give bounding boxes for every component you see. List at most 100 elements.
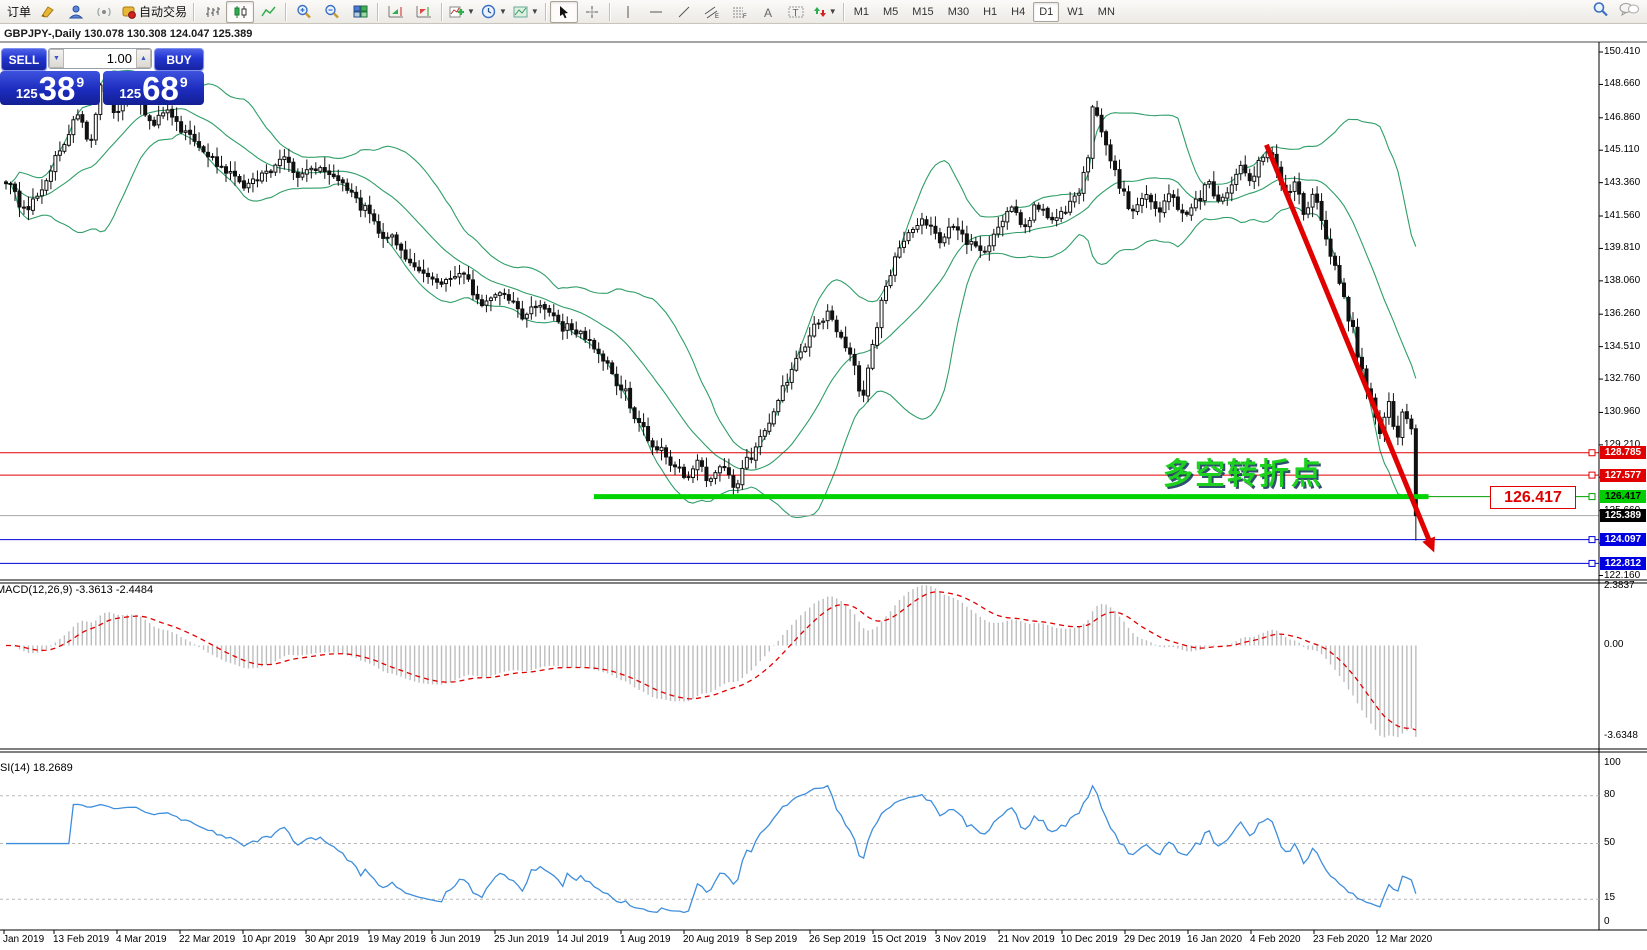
sell-price-display[interactable]: 125 38 9 — [0, 71, 100, 105]
arrows-tool-button[interactable]: ▼ — [810, 1, 840, 23]
toolbar-right-group — [1592, 1, 1639, 22]
macd-scale-label: 2.3837 — [1604, 580, 1635, 591]
chat-icon[interactable] — [1619, 2, 1639, 22]
buy-button[interactable]: BUY — [154, 48, 204, 71]
volume-decrease-button[interactable]: ▼ — [49, 49, 64, 68]
timeframe-button-D1[interactable]: D1 — [1033, 1, 1060, 22]
new-order-button[interactable]: 订单 — [2, 1, 34, 23]
channel-icon: E — [704, 5, 719, 19]
toolbar-separator — [441, 2, 444, 21]
bar-chart-button[interactable] — [198, 1, 226, 23]
date-axis-label: 8 Sep 2019 — [746, 934, 798, 945]
chart-shift-icon — [416, 5, 432, 19]
trend-arrow-head — [1422, 536, 1435, 553]
cursor-tool-button[interactable] — [549, 0, 578, 23]
volume-input[interactable]: 1.00 — [106, 51, 132, 66]
metaeditor-icon — [40, 5, 56, 19]
price-axis-label: 122.160 — [1604, 569, 1641, 581]
price-tag-125.389: 125.389 — [1600, 509, 1646, 523]
toolbar-separator — [608, 2, 611, 21]
volume-increase-button[interactable]: ▲ — [136, 49, 151, 68]
timeframe-button-H1[interactable]: H1 — [983, 5, 998, 18]
price-axis-label: 129.210 — [1604, 438, 1641, 450]
timeframe-button-M30[interactable]: M30 — [947, 5, 970, 18]
sell-button[interactable]: SELL — [1, 48, 47, 71]
price-axis-label: 139.810 — [1604, 242, 1641, 254]
auto-scroll-button[interactable] — [382, 1, 410, 23]
zoom-out-icon — [324, 4, 340, 19]
arrows-icon — [813, 5, 827, 19]
rsi-line — [6, 784, 1417, 914]
periods-button[interactable]: ▼ — [478, 1, 510, 23]
timeframe-button-MN[interactable]: MN — [1097, 5, 1115, 18]
horizontal-line-icon — [649, 5, 663, 19]
trendline-tool-button[interactable] — [670, 1, 698, 23]
rsi-scale-label: 0 — [1604, 916, 1610, 927]
indicators-plus-icon — [449, 5, 465, 19]
svg-text:T: T — [792, 8, 798, 19]
chart-canvas — [0, 41, 1647, 934]
crosshair-icon — [585, 5, 599, 19]
rsi-scale-label: 100 — [1604, 757, 1621, 768]
volume-control: ▼ 1.00 ▲ — [48, 48, 152, 69]
toolbar-separator — [285, 2, 288, 21]
price-axis-label: 136.260 — [1604, 308, 1641, 320]
buy-price-sup: 9 — [179, 74, 188, 90]
price-axis-label: 141.560 — [1604, 209, 1641, 221]
macd-indicator-label: MACD(12,26,9) -3.3613 -2.4484 — [0, 584, 154, 596]
date-axis-label: 14 Jul 2019 — [557, 934, 609, 945]
chart-annotation-text[interactable]: 多空转折点 — [1163, 458, 1323, 491]
timeframe-button-W1[interactable]: W1 — [1067, 5, 1084, 18]
timeframe-button-M1[interactable]: M1 — [853, 5, 869, 18]
zoom-in-button[interactable] — [290, 1, 318, 23]
date-axis-label: Jan 2019 — [3, 934, 45, 945]
svg-text:F: F — [743, 14, 747, 19]
date-axis-label: 23 Feb 2020 — [1313, 934, 1370, 945]
trendline-icon — [677, 5, 691, 19]
indicators-button[interactable]: ▼ — [446, 1, 478, 23]
horizontal-line-tool-button[interactable] — [642, 1, 670, 23]
search-icon[interactable] — [1592, 1, 1609, 22]
vertical-line-tool-button[interactable] — [614, 1, 642, 23]
support-price-callout[interactable]: 126.417 — [1490, 486, 1576, 509]
timeframe-button-H4[interactable]: H4 — [1011, 5, 1026, 18]
price-axis-label: 145.110 — [1604, 144, 1640, 156]
autotrading-button[interactable]: 自动交易 — [118, 1, 190, 23]
date-axis-label: 4 Feb 2020 — [1250, 934, 1301, 945]
timeframe-button-M5[interactable]: M5 — [883, 5, 899, 18]
macd-signal-line — [5, 591, 1417, 731]
price-axis-label: 146.860 — [1604, 111, 1641, 123]
line-chart-button[interactable] — [254, 1, 282, 23]
chart-shift-button[interactable] — [410, 1, 438, 23]
text-label-tool-button[interactable]: T — [782, 1, 810, 23]
zoom-out-button[interactable] — [318, 1, 346, 23]
template-chart-icon — [513, 5, 529, 19]
broadcast-icon — [96, 5, 112, 19]
price-axis-label: 132.760 — [1604, 373, 1641, 385]
dropdown-caret-icon: ▼ — [828, 7, 837, 16]
broadcast-button[interactable] — [90, 1, 118, 23]
cursor-arrow-icon — [558, 5, 570, 19]
timeframe-button-M15[interactable]: M15 — [912, 5, 934, 18]
auto-scroll-icon — [388, 5, 404, 19]
rsi-indicator-label: RSI(14) 18.2689 — [0, 762, 73, 774]
sell-price-prefix: 125 — [15, 86, 38, 101]
line-chart-icon — [260, 5, 276, 19]
date-axis-label: 25 Jun 2019 — [494, 934, 550, 945]
metaeditor-button[interactable] — [34, 1, 62, 23]
templates-button[interactable]: ▼ — [510, 1, 542, 23]
candlesticks — [4, 77, 1418, 541]
candlestick-chart-button[interactable] — [226, 0, 255, 23]
terminal-button[interactable] — [62, 1, 90, 23]
equidistant-channel-tool-button[interactable]: E — [698, 1, 726, 23]
buy-price-display[interactable]: 125 68 9 — [103, 71, 204, 105]
fibonacci-tool-button[interactable]: F — [726, 1, 754, 23]
crosshair-tool-button[interactable] — [578, 1, 606, 23]
dropdown-caret-icon: ▼ — [467, 7, 475, 16]
date-axis-label: 19 May 2019 — [368, 934, 426, 945]
tile-windows-button[interactable] — [346, 1, 374, 23]
trend-arrow-line[interactable] — [1264, 143, 1433, 545]
price-tag-127.577: 127.577 — [1600, 468, 1646, 482]
text-label-icon: T — [788, 5, 804, 19]
text-tool-button[interactable]: A — [754, 1, 782, 23]
